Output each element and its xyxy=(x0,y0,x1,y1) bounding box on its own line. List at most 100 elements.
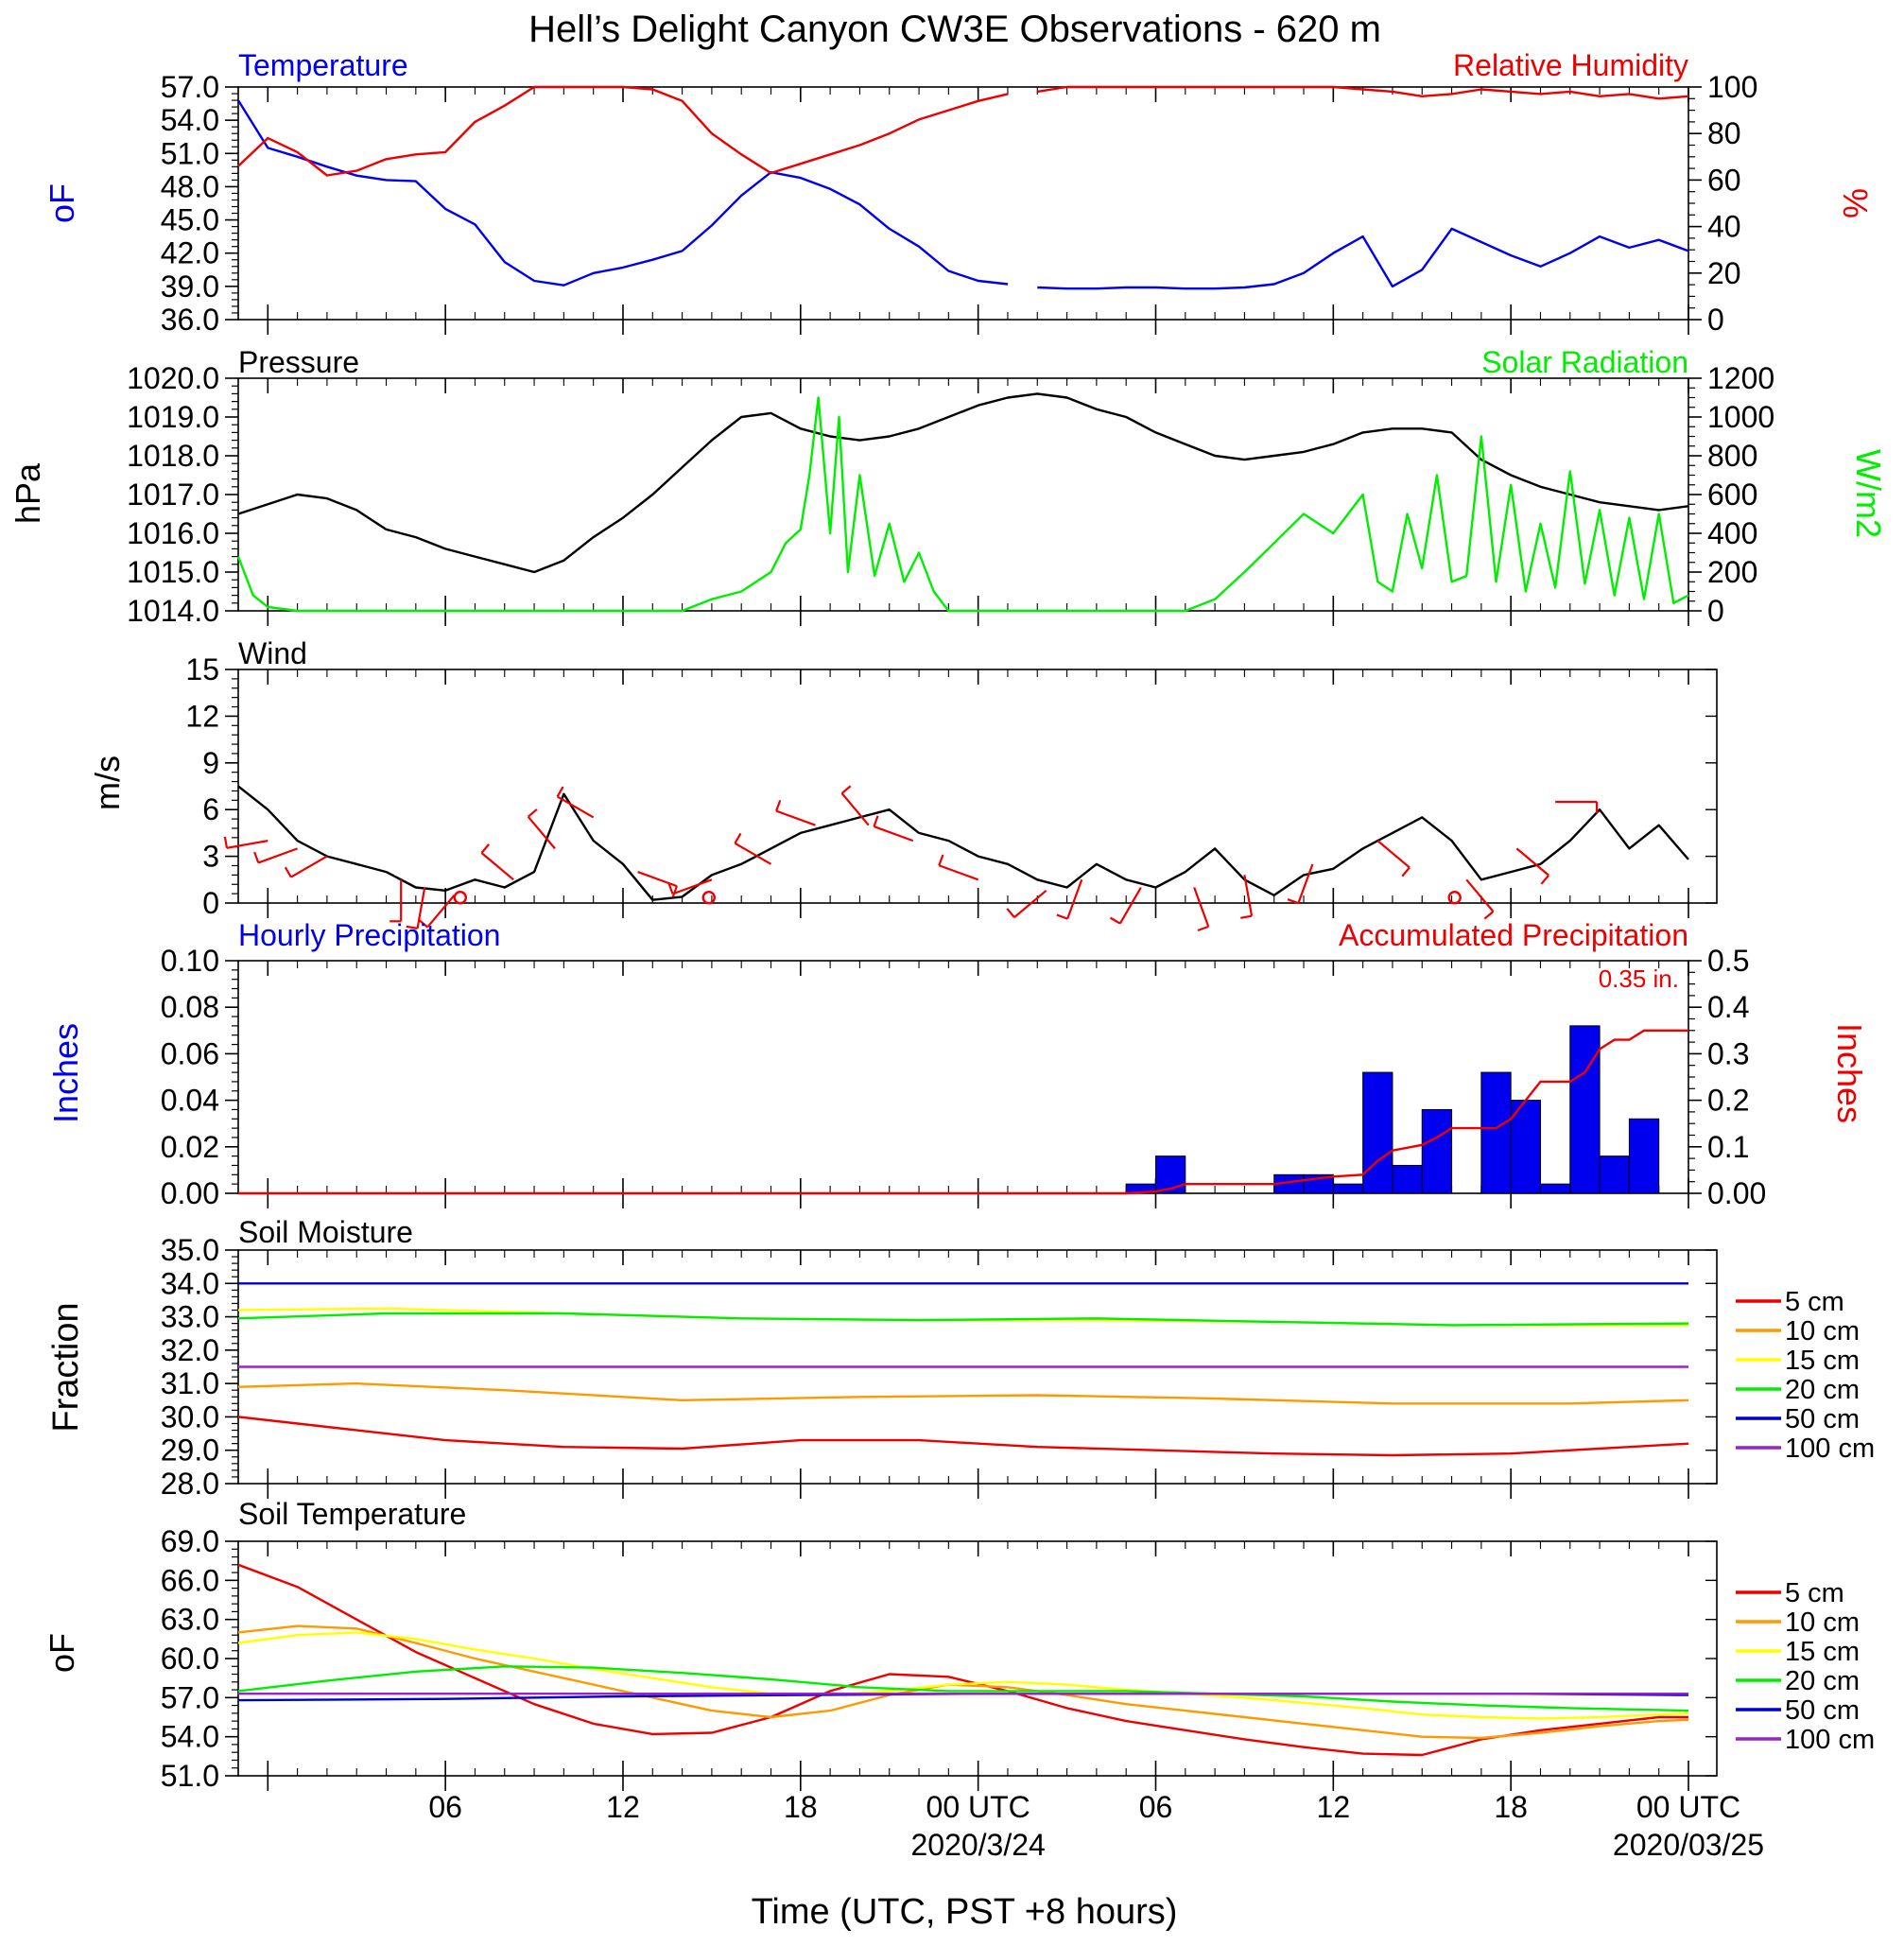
precip-bar xyxy=(1599,1155,1630,1194)
y2-tick-label: 80 xyxy=(1707,116,1741,150)
series-5-cm xyxy=(237,1563,1688,1757)
series-5-cm xyxy=(237,1416,1689,1457)
soil-temperature-panel: Soil Temperature oF 69.0 66.0 63.0 60.0 57.0… xyxy=(43,1497,1875,1793)
y-tick-label: 36.0 xyxy=(161,303,219,337)
precip-bar xyxy=(1362,1071,1393,1194)
pressure-panel: Pressure Solar Radiation hPa W/m2 1020.0… xyxy=(9,345,1888,628)
y-tick-label: 1015.0 xyxy=(127,555,219,589)
precip-bar xyxy=(1154,1155,1186,1194)
wind-barb xyxy=(672,878,713,895)
wind-unit: m/s xyxy=(88,756,127,810)
y-tick-label: 0.04 xyxy=(161,1084,219,1118)
solar-label: Solar Radiation xyxy=(1481,345,1688,379)
series-15-cm xyxy=(237,1631,1689,1720)
wind-barb xyxy=(938,864,979,881)
y-tick-label: 28.0 xyxy=(161,1467,219,1501)
precip-bar xyxy=(1480,1071,1512,1194)
wind-barb-flag xyxy=(253,851,260,863)
solar-unit: W/m2 xyxy=(1849,449,1888,538)
y-tick-label: 57.0 xyxy=(161,1680,219,1714)
soil-temperature-label: Soil Temperature xyxy=(238,1497,466,1531)
y-tick-label: 1019.0 xyxy=(127,400,219,434)
wind-barb xyxy=(426,895,456,929)
x-date-label: 2020/03/25 xyxy=(1613,1828,1764,1862)
wind-barb-flag xyxy=(223,836,229,848)
y-tick-label: 29.0 xyxy=(161,1433,219,1468)
y-tick-label: 1016.0 xyxy=(127,516,219,550)
wind-barb-flag xyxy=(418,918,428,929)
series-20-cm xyxy=(237,1665,1689,1712)
y2-tick-label: 200 xyxy=(1707,555,1757,589)
wind-barb xyxy=(1193,887,1210,928)
legend-label: 15 cm xyxy=(1785,1637,1860,1667)
wind-barb-flag xyxy=(1401,866,1411,877)
precip-bar xyxy=(1569,1025,1601,1194)
series-line-1 xyxy=(236,396,1689,613)
x-tick-label: 18 xyxy=(784,1790,818,1824)
y2-tick-label: 0.1 xyxy=(1707,1130,1749,1164)
x-tick-label: 18 xyxy=(1494,1790,1528,1824)
precip-bar xyxy=(1392,1164,1423,1194)
wind-barb xyxy=(1515,847,1549,877)
time-axis-title: Time (UTC, PST +8 hours) xyxy=(752,1892,1178,1932)
accum-precip-unit: Inches xyxy=(1830,1023,1869,1123)
x-tick-label: 12 xyxy=(606,1790,640,1824)
figure-title: Hell’s Delight Canyon CW3E Observations … xyxy=(528,9,1381,50)
y2-tick-label: 0 xyxy=(1707,594,1724,628)
wind-barb-flag xyxy=(734,832,742,844)
time-axis: 06 12 18 00 UTC 2020/3/24 06 12 18 00 UTC 2020/03… xyxy=(428,1790,1764,1862)
y-tick-label: 1017.0 xyxy=(127,478,219,512)
y-tick-label: 0.06 xyxy=(161,1036,219,1070)
wind-barb-flag xyxy=(480,843,490,854)
wind-barb-flag xyxy=(527,808,538,818)
wind-barb xyxy=(874,825,914,843)
y-tick-label: 0 xyxy=(202,886,219,920)
y2-tick-label: 800 xyxy=(1707,439,1757,473)
legend-label: 50 cm xyxy=(1785,1404,1860,1434)
y-tick-label: 33.0 xyxy=(161,1300,219,1334)
legend-label: 100 cm xyxy=(1785,1433,1875,1464)
wind-barb xyxy=(1376,840,1411,869)
wind-barb-flag xyxy=(1006,908,1015,918)
legend-label: 50 cm xyxy=(1785,1695,1860,1726)
wind-barb-flag xyxy=(1197,925,1209,932)
soil-moisture-series xyxy=(237,1282,1689,1457)
wind-label: Wind xyxy=(238,636,307,670)
y2-tick-label: 1000 xyxy=(1707,400,1774,434)
pressure-series xyxy=(236,392,1689,613)
y2-tick-label: 0.4 xyxy=(1707,990,1749,1024)
soil-temperature-series xyxy=(237,1563,1689,1757)
y2-tick-label: 0 xyxy=(1707,303,1724,337)
series-line-0 xyxy=(237,392,1689,574)
wind-barb xyxy=(1066,878,1083,920)
y2-tick-label: 100 xyxy=(1707,70,1757,104)
plot-frame xyxy=(237,377,1689,612)
wind-barb-flag xyxy=(1240,914,1253,919)
y-tick-label: 48.0 xyxy=(161,169,219,203)
y-tick-label: 6 xyxy=(202,792,219,826)
wind-barb-flag xyxy=(1540,874,1549,885)
hourly-precip-label: Hourly Precipitation xyxy=(238,918,500,952)
y-tick-label: 35.0 xyxy=(161,1233,219,1267)
series-line-1 xyxy=(1037,227,1689,290)
y-tick-label: 0.08 xyxy=(161,990,219,1024)
y2-tick-label: 0.00 xyxy=(1707,1176,1766,1210)
temperature-series xyxy=(236,85,1689,290)
y-tick-label: 42.0 xyxy=(161,236,219,270)
y-tick-label: 66.0 xyxy=(161,1563,219,1597)
y-tick-label: 12 xyxy=(185,699,219,733)
y2-tick-label: 1200 xyxy=(1707,361,1774,395)
wind-barb xyxy=(734,842,772,865)
plot-frame xyxy=(237,960,1689,1194)
y2-tick-label: 60 xyxy=(1707,163,1741,197)
wind-barb xyxy=(1465,878,1495,912)
precip-total-annotation: 0.35 in. xyxy=(1599,964,1679,993)
series-line-0 xyxy=(237,785,1689,901)
y-tick-label: 3 xyxy=(202,840,219,874)
y2-tick-label: 600 xyxy=(1707,478,1757,512)
wind-barb xyxy=(1243,875,1254,916)
y-tick-label: 1018.0 xyxy=(127,439,219,473)
hourly-precip-unit: Inches xyxy=(46,1023,85,1123)
